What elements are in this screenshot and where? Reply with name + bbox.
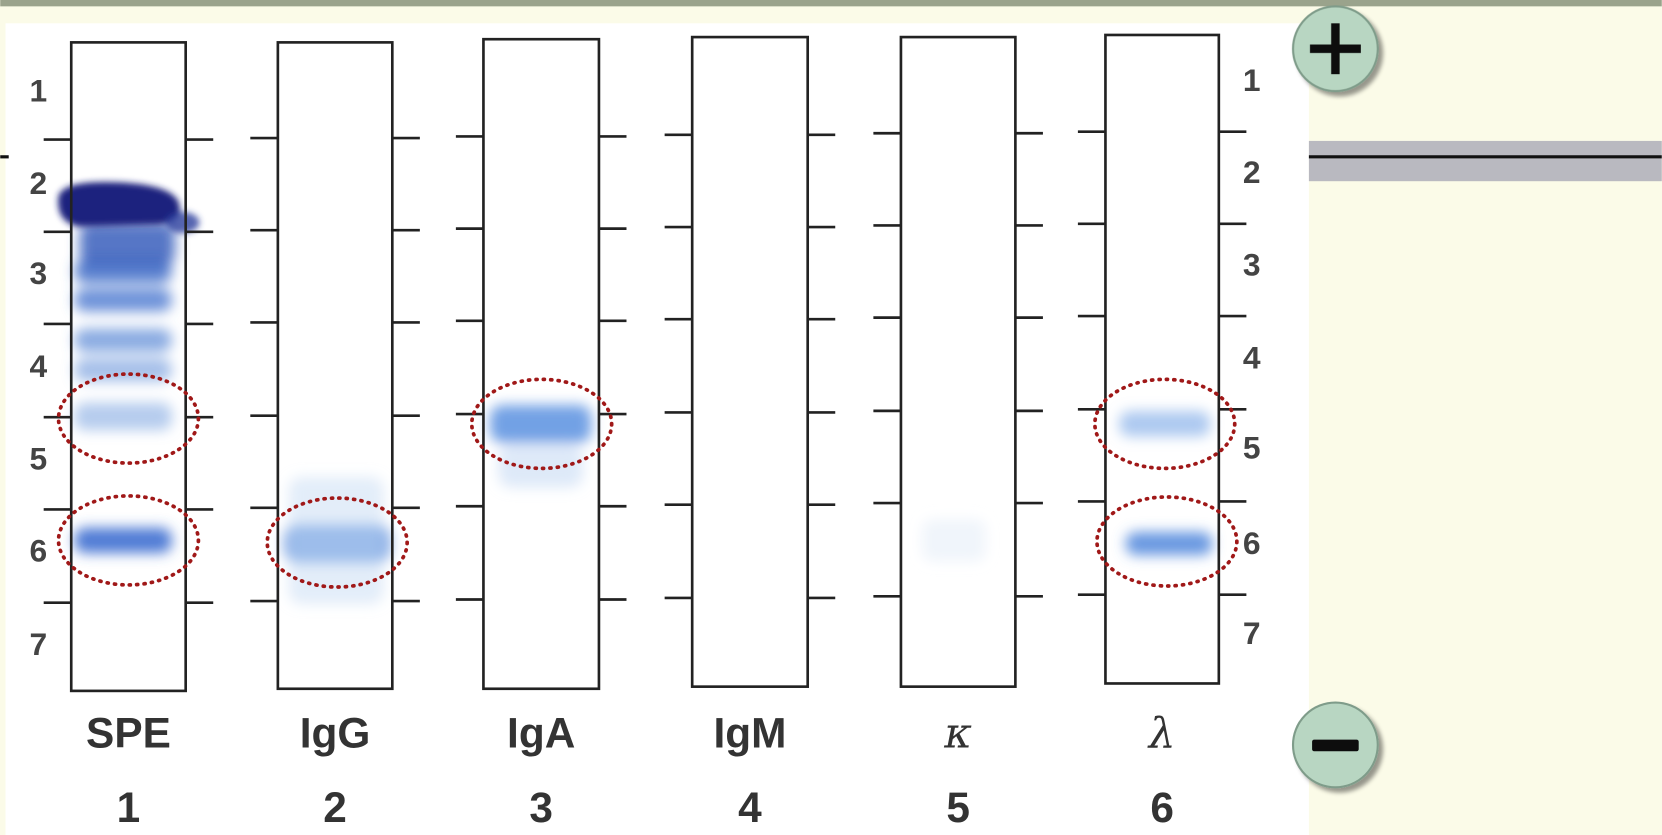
minus[interactable]	[1312, 740, 1359, 752]
left-scale-label: 2	[30, 165, 48, 201]
lane-number: 2	[323, 784, 347, 831]
right-scale-label: 4	[1243, 340, 1261, 376]
lane-number: 4	[738, 784, 762, 831]
left-scale-label: 4	[30, 348, 48, 384]
side-bar	[1309, 141, 1662, 181]
lane-label: IgG	[300, 710, 371, 757]
cathode-button[interactable]	[1293, 703, 1378, 788]
lane-number: 5	[946, 784, 970, 831]
left-scale-label: 7	[30, 626, 48, 662]
right-scale-label: 6	[1243, 525, 1261, 561]
page: SPE1IgG2IgA3IgM4κ5λ612345671234567 (() =…	[0, 0, 1662, 835]
top-border	[0, 0, 1662, 6]
left-scale-label: 6	[30, 533, 48, 569]
right-scale-label: 2	[1243, 154, 1261, 190]
lane-number: 6	[1150, 784, 1174, 831]
lane-label: IgM	[713, 710, 786, 757]
right-scale-label: 5	[1243, 430, 1261, 466]
left-scale-label: 5	[30, 440, 48, 476]
right-scale-label: 1	[1243, 62, 1261, 98]
right-scale-label: 7	[1243, 615, 1261, 651]
gel-figure: SPE 1 IgG 2 IgA 3 IgM 4 κ 5 λ 6 1 2 3 4 5 6 7 1 2 3 4 5 6 7	[0, 0, 1662, 835]
lane-label: κ	[943, 708, 972, 757]
right-scale-label: 3	[1243, 246, 1261, 282]
lane-label: λ	[1147, 708, 1176, 757]
left-scale-label: 1	[30, 73, 48, 109]
gel-panel	[6, 23, 1309, 835]
plus-v[interactable]	[1331, 23, 1339, 74]
lane-number: 3	[529, 784, 553, 831]
lane-label: IgA	[507, 710, 575, 757]
anode-button[interactable]	[1293, 6, 1378, 91]
lane-number: 1	[117, 784, 141, 831]
lane-label: SPE	[86, 710, 171, 757]
left-scale-label: 3	[30, 255, 48, 291]
